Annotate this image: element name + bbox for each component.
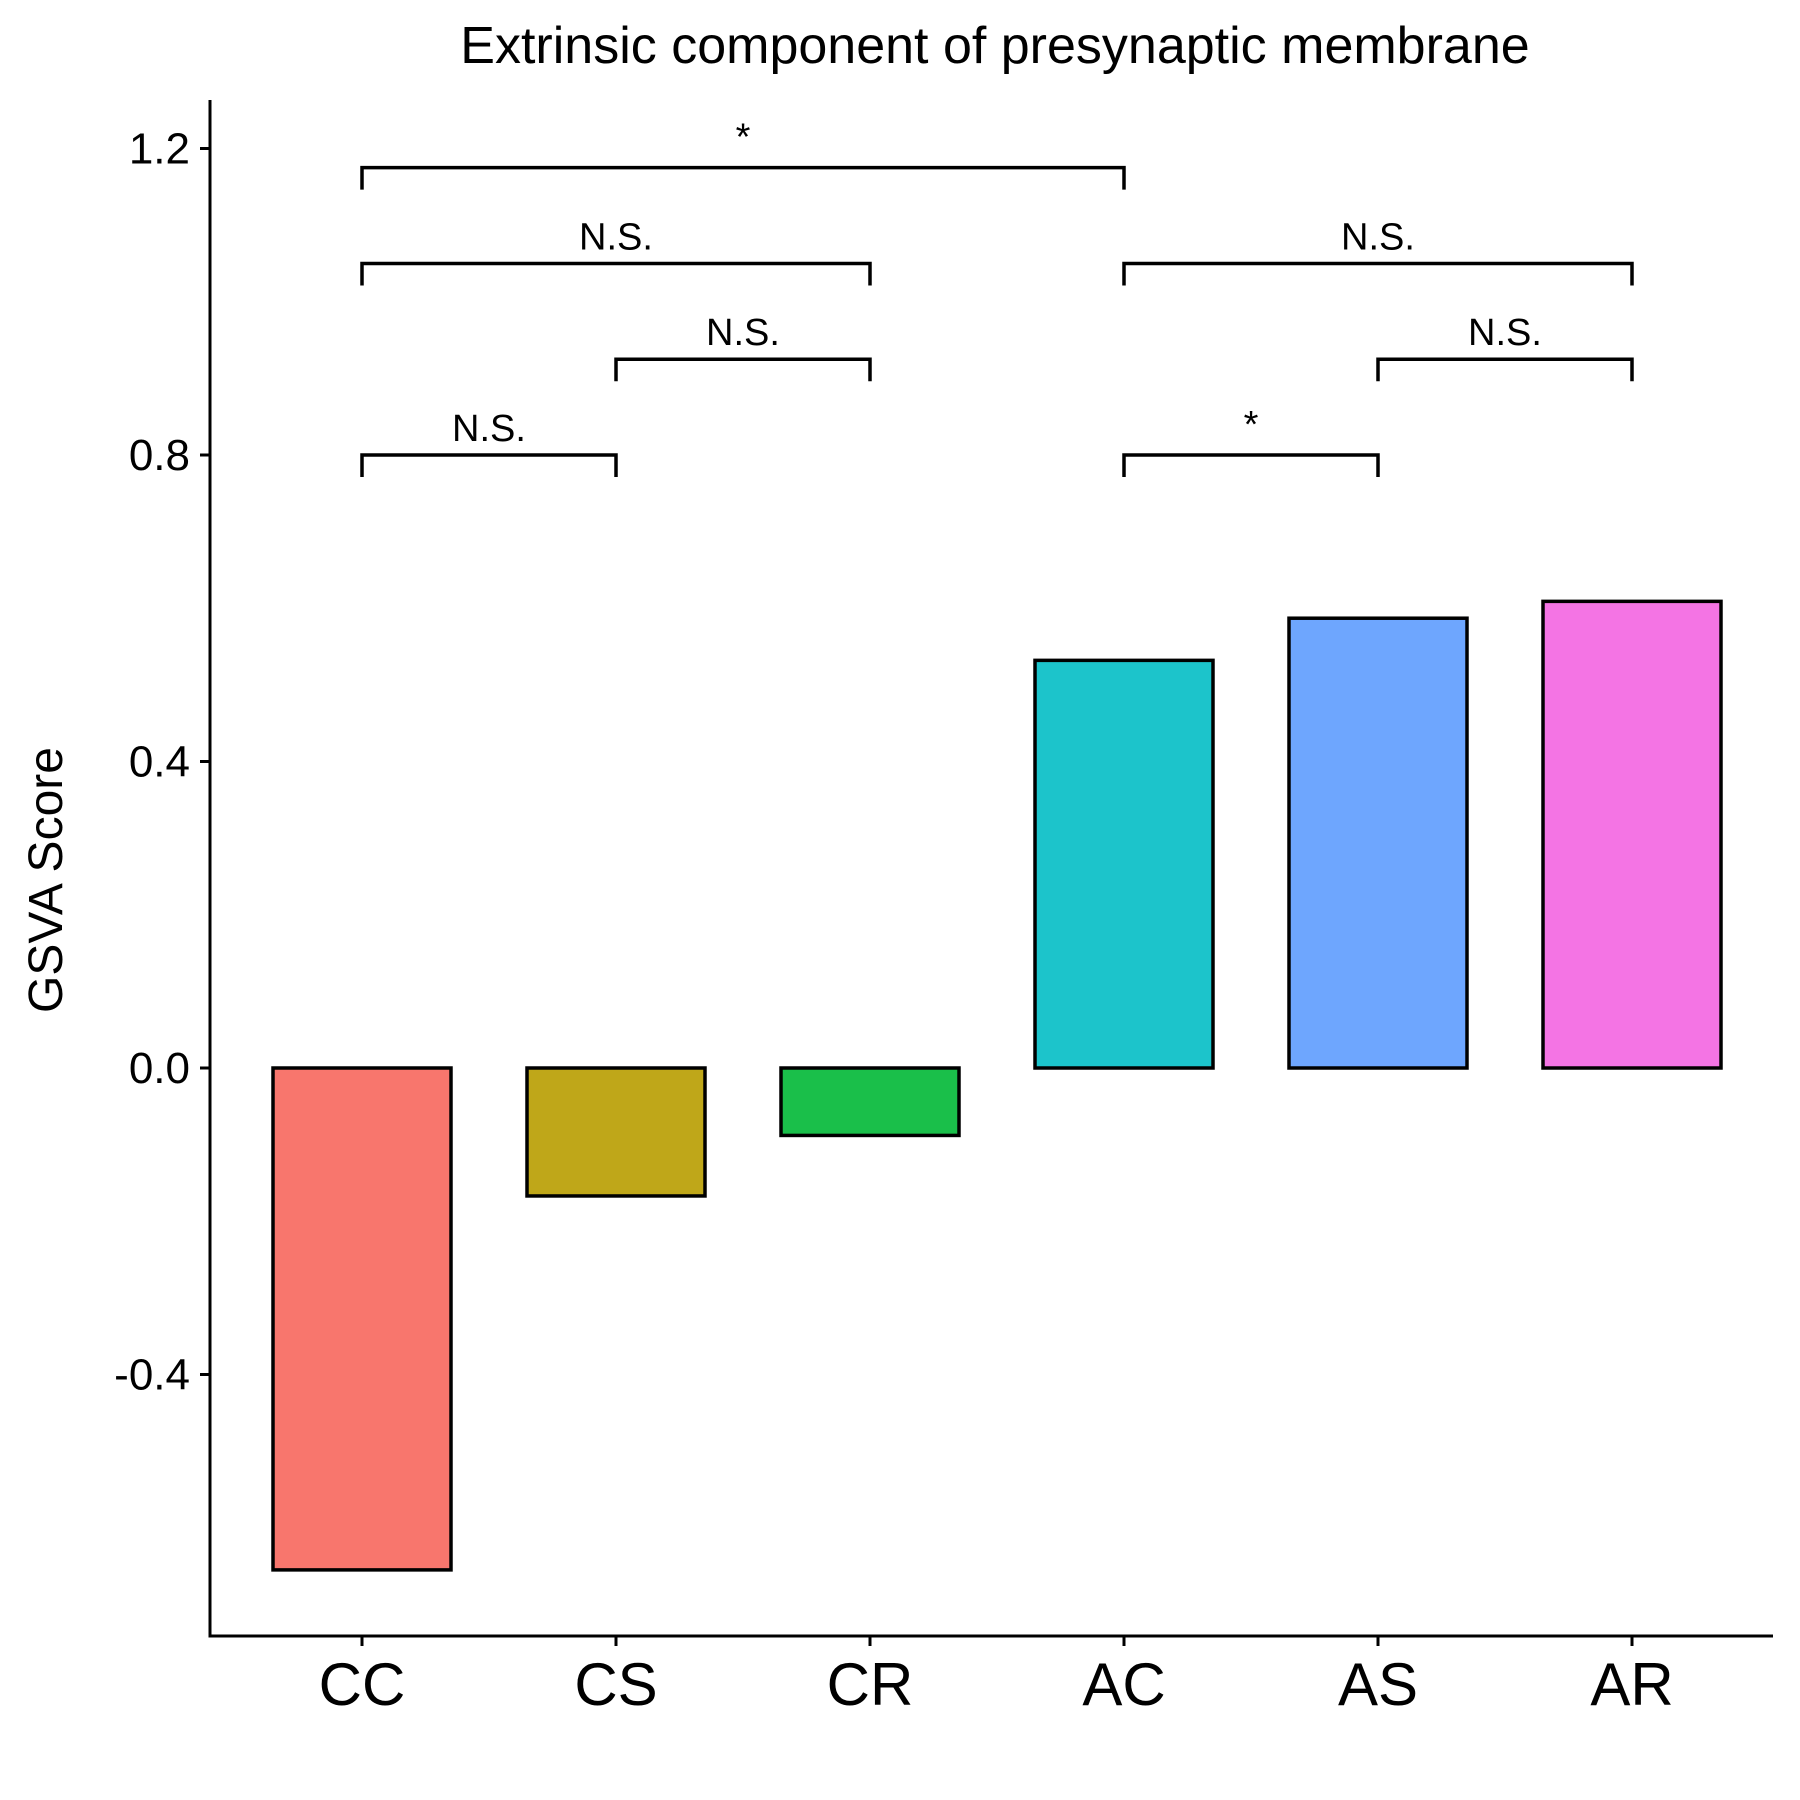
comparison-bracket — [1122, 261, 1634, 286]
comparison-bracket — [614, 357, 872, 382]
y-tick-label: 1.2 — [129, 125, 190, 174]
comparison-label: N.S. — [452, 408, 526, 450]
bar-ac — [1033, 658, 1215, 1070]
bar-cr — [779, 1066, 961, 1138]
bar-ar — [1541, 599, 1723, 1070]
comparison-cc-cs: N.S. — [360, 408, 618, 477]
y-axis-label: GSVA Score — [20, 747, 73, 1013]
bar-as — [1287, 616, 1469, 1070]
y-tick-label: 0.8 — [129, 431, 190, 480]
comparison-ac-ar: N.S. — [1122, 216, 1634, 286]
comparison-label: N.S. — [1341, 216, 1415, 258]
comparison-cs-cr: N.S. — [614, 312, 872, 382]
comparison-cc-ac: * — [360, 117, 1126, 190]
x-tick-label: CR — [827, 1651, 914, 1718]
bar-cs — [525, 1066, 707, 1198]
x-tick-label: AC — [1082, 1651, 1165, 1718]
bar-cc — [271, 1066, 453, 1572]
comparison-label: * — [736, 117, 751, 159]
comparison-bracket — [1376, 357, 1634, 382]
chart-title: Extrinsic component of presynaptic membr… — [460, 17, 1529, 75]
comparison-bracket — [360, 165, 1126, 190]
y-ticks: -0.4 0.0 0.4 0.8 1.2 — [114, 125, 210, 1400]
x-tick-label: AR — [1590, 1651, 1673, 1718]
bars-layer — [271, 599, 1723, 1572]
comparison-bracket — [360, 453, 618, 477]
x-ticks: CC CS CR AC AS AR — [319, 1636, 1674, 1718]
y-tick-label: -0.4 — [114, 1351, 190, 1400]
axes-layer — [208, 100, 1773, 1638]
comparison-cc-cr: N.S. — [360, 216, 872, 286]
comparison-ac-as: * — [1122, 404, 1380, 477]
x-tick-label: CS — [574, 1651, 657, 1718]
comparison-label: * — [1244, 404, 1259, 446]
significance-brackets: N.S. N.S. N.S. * * N.S. N.S. — [360, 117, 1634, 477]
x-tick-label: CC — [319, 1651, 406, 1718]
comparison-label: N.S. — [1468, 312, 1542, 354]
y-tick-label: 0.0 — [129, 1044, 190, 1093]
comparison-bracket — [1122, 453, 1380, 477]
comparison-label: N.S. — [706, 312, 780, 354]
x-tick-label: AS — [1338, 1651, 1418, 1718]
comparison-as-ar: N.S. — [1376, 312, 1634, 382]
y-tick-label: 0.4 — [129, 738, 190, 787]
comparison-bracket — [360, 261, 872, 286]
comparison-label: N.S. — [579, 216, 653, 258]
